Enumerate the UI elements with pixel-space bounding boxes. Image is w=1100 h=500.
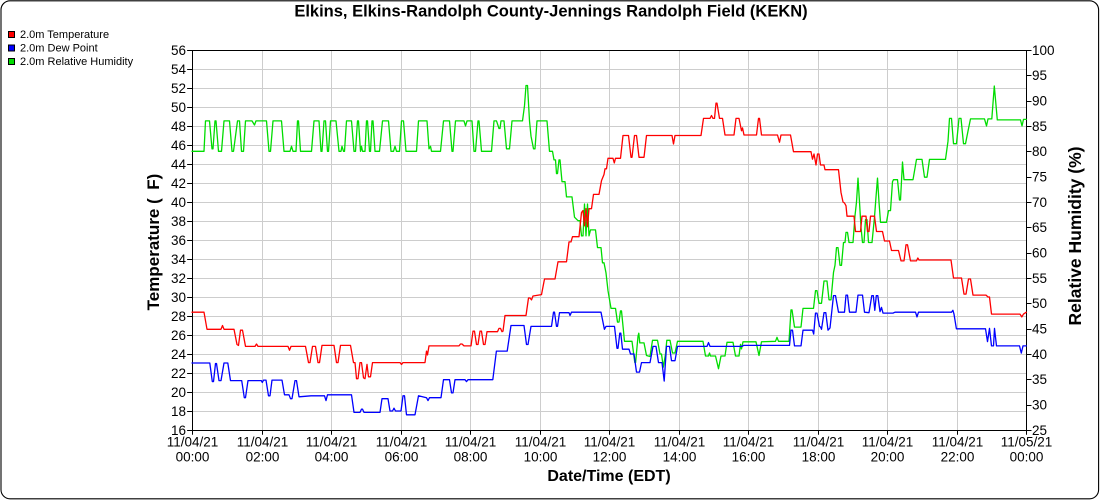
svg-text:Date/Time (EDT): Date/Time (EDT): [547, 468, 670, 485]
svg-text:55: 55: [1032, 271, 1047, 286]
svg-text:34: 34: [171, 252, 187, 267]
svg-text:46: 46: [171, 138, 186, 153]
svg-text:11/04/21: 11/04/21: [376, 435, 428, 450]
svg-text:11/04/21: 11/04/21: [932, 435, 984, 450]
svg-text:40: 40: [1032, 347, 1047, 362]
svg-text:11/04/21: 11/04/21: [237, 435, 289, 450]
svg-text:60: 60: [1032, 246, 1047, 261]
svg-text:02:00: 02:00: [246, 449, 280, 464]
svg-text:28: 28: [171, 309, 186, 324]
svg-text:04:00: 04:00: [315, 449, 349, 464]
svg-text:22: 22: [171, 366, 186, 381]
svg-text:65: 65: [1032, 220, 1047, 235]
svg-text:80: 80: [1032, 144, 1047, 159]
svg-text:00:00: 00:00: [176, 449, 210, 464]
svg-text:44: 44: [171, 157, 187, 172]
svg-text:11/04/21: 11/04/21: [445, 435, 497, 450]
svg-text:00:00: 00:00: [1010, 449, 1044, 464]
svg-text:11/04/21: 11/04/21: [584, 435, 636, 450]
svg-text:50: 50: [1032, 296, 1047, 311]
svg-text:16:00: 16:00: [732, 449, 766, 464]
svg-text:Temperature ( F): Temperature ( F): [144, 174, 163, 311]
svg-text:90: 90: [1032, 94, 1047, 109]
svg-text:42: 42: [171, 176, 186, 191]
svg-text:11/04/21: 11/04/21: [515, 435, 567, 450]
svg-text:45: 45: [1032, 322, 1047, 337]
svg-text:48: 48: [171, 119, 186, 134]
svg-text:50: 50: [171, 100, 186, 115]
svg-text:20:00: 20:00: [871, 449, 905, 464]
svg-text:11/04/21: 11/04/21: [654, 435, 706, 450]
svg-text:30: 30: [1032, 398, 1047, 413]
svg-text:75: 75: [1032, 170, 1047, 185]
svg-text:35: 35: [1032, 372, 1047, 387]
svg-text:11/04/21: 11/04/21: [306, 435, 358, 450]
svg-text:10:00: 10:00: [524, 449, 558, 464]
svg-text:85: 85: [1032, 119, 1047, 134]
svg-text:100: 100: [1032, 43, 1055, 58]
svg-text:18:00: 18:00: [802, 449, 836, 464]
svg-text:06:00: 06:00: [385, 449, 419, 464]
svg-text:18: 18: [171, 404, 186, 419]
svg-text:08:00: 08:00: [454, 449, 488, 464]
svg-text:32: 32: [171, 271, 186, 286]
svg-text:11/04/21: 11/04/21: [793, 435, 845, 450]
svg-text:52: 52: [171, 81, 186, 96]
svg-text:30: 30: [171, 290, 186, 305]
svg-text:26: 26: [171, 328, 186, 343]
svg-text:36: 36: [171, 233, 186, 248]
svg-text:2.0m Relative Humidity: 2.0m Relative Humidity: [20, 56, 134, 68]
svg-text:70: 70: [1032, 195, 1047, 210]
svg-text:11/04/21: 11/04/21: [723, 435, 775, 450]
svg-text:56: 56: [171, 43, 186, 58]
svg-text:95: 95: [1032, 68, 1047, 83]
svg-text:54: 54: [171, 62, 187, 77]
svg-text:25: 25: [1032, 423, 1047, 438]
svg-text:Elkins, Elkins-Randolph County: Elkins, Elkins-Randolph County-Jennings …: [294, 3, 807, 21]
svg-text:11/05/21: 11/05/21: [1001, 435, 1053, 450]
svg-text:11/04/21: 11/04/21: [862, 435, 914, 450]
svg-text:14:00: 14:00: [663, 449, 697, 464]
svg-text:40: 40: [171, 195, 186, 210]
svg-text:16: 16: [171, 423, 186, 438]
svg-text:11/04/21: 11/04/21: [167, 435, 219, 450]
svg-text:12:00: 12:00: [593, 449, 627, 464]
svg-text:2.0m Dew Point: 2.0m Dew Point: [20, 43, 98, 55]
svg-text:22:00: 22:00: [941, 449, 975, 464]
svg-text:2.0m Temperature: 2.0m Temperature: [20, 29, 109, 41]
svg-text:38: 38: [171, 214, 186, 229]
svg-text:Relative Humidity (%): Relative Humidity (%): [1065, 147, 1085, 326]
svg-text:24: 24: [171, 347, 187, 362]
svg-text:20: 20: [171, 385, 186, 400]
